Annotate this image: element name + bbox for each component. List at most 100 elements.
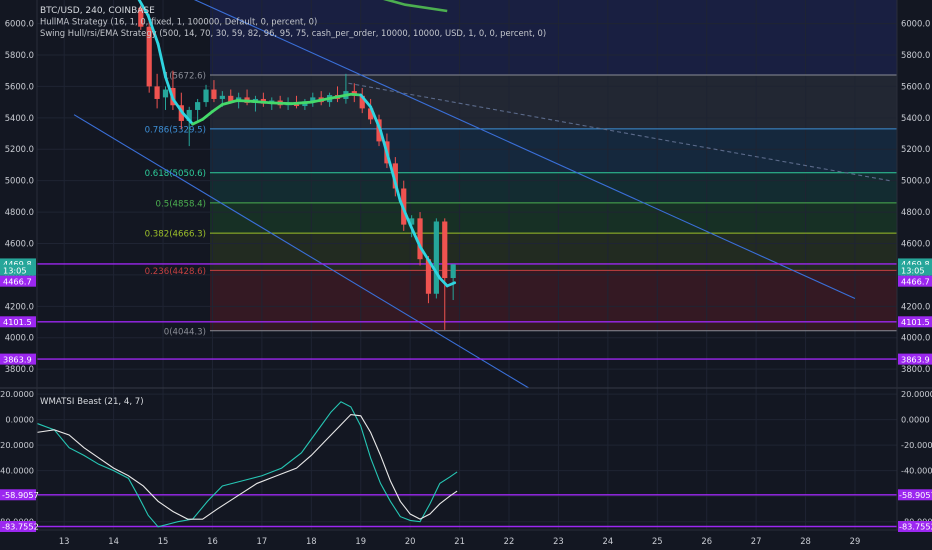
right-axis-tick: 5400.0 xyxy=(901,113,930,123)
candle-body xyxy=(392,163,398,189)
candle-body xyxy=(433,221,439,294)
right-axis-tick: 3800.0 xyxy=(901,364,930,374)
indicator-label-swing-hull: Swing Hull/rsi/EMA Strategy (500, 14, 70… xyxy=(40,28,546,38)
hull-ma-segment xyxy=(309,96,333,104)
price-badge-bg xyxy=(898,258,932,270)
left-axis-tick: 5200.0 xyxy=(5,144,34,154)
hull-ma-segment xyxy=(329,92,353,100)
price-badge-bg xyxy=(0,353,36,365)
candle-body xyxy=(211,89,217,99)
right-axis-tick: 5200.0 xyxy=(901,144,930,154)
price-badge-label: 13:05 xyxy=(901,265,925,275)
candle-body xyxy=(450,264,456,279)
oscillator-levels xyxy=(37,494,897,528)
time-axis-tick: 22 xyxy=(504,536,515,546)
fib-label: 0(4044.3) xyxy=(164,327,206,337)
price-badge-bg xyxy=(898,316,932,328)
hull-ma-segment xyxy=(235,99,254,103)
candle-body xyxy=(368,108,374,120)
left-axis-tick: 5000.0 xyxy=(5,176,34,186)
price-badge-bg xyxy=(0,275,36,287)
oscillator-series xyxy=(36,401,458,528)
osc-left-tick: 0.0000 xyxy=(5,415,34,425)
hull-ma-segment xyxy=(220,99,239,106)
hull-ma-segment xyxy=(438,276,449,288)
candle-body xyxy=(442,221,448,279)
osc-level-badge-label: -58.9057 xyxy=(2,490,39,500)
hull-ma-segment xyxy=(191,117,204,126)
hull-ma-segment xyxy=(181,111,195,126)
channel-line xyxy=(73,114,530,389)
hull-ma-segment xyxy=(290,100,313,106)
price-badge-bg xyxy=(0,258,36,270)
left-axis-tick: 3800.0 xyxy=(5,364,34,374)
hull-ma-segment xyxy=(146,14,160,46)
fib-levels: 1(5672.6) 0.786(5329.5) 0.618(5050.6) 0.5(4… xyxy=(145,71,897,337)
hull-ma-segment xyxy=(398,199,412,227)
time-axis-tick: 26 xyxy=(701,536,712,546)
candle-body xyxy=(154,86,160,99)
candle-body xyxy=(219,95,225,99)
candle-body xyxy=(146,26,152,87)
fib-band-top xyxy=(209,0,897,75)
price-badge-label: 4466.7 xyxy=(3,276,32,286)
hull-ma-segment xyxy=(156,42,167,79)
fib-band xyxy=(209,270,897,331)
time-axis-tick: 27 xyxy=(751,536,762,546)
time-axis-tick: 21 xyxy=(454,536,465,546)
fib-bands xyxy=(209,0,897,331)
osc-level-badge-label: -83.7552 xyxy=(899,522,932,532)
left-axis-tick: 5600.0 xyxy=(5,81,34,91)
osc-right-tick: -20.0000 xyxy=(901,440,932,450)
time-axis-tick: 28 xyxy=(800,536,811,546)
osc-left-tick: 20.0000 xyxy=(0,389,34,399)
oscillator-title: WMATSI Beast (21, 4, 7) xyxy=(40,397,144,407)
time-axis[interactable]: 13 14 15 16 17 18 19 20 21 22 23 24 25 26 27 28 29 xyxy=(59,536,860,546)
channel-line xyxy=(193,0,856,299)
osc-level-badge-bg xyxy=(898,520,932,532)
osc-level-badge-label: -58.9057 xyxy=(899,490,932,500)
hull-ma-segment xyxy=(369,105,382,132)
fib-label: 0.5(4858.4) xyxy=(156,199,206,209)
time-axis-tick: 18 xyxy=(306,536,317,546)
candle-body xyxy=(417,218,423,260)
fib-label: 0.618(5050.6) xyxy=(145,169,206,179)
price-badge-label: 4469.8 xyxy=(3,259,32,269)
candle-body xyxy=(425,259,432,294)
time-axis-tick: 19 xyxy=(355,536,366,546)
left-axis-tick: 5800.0 xyxy=(5,50,34,60)
time-axis-tick: 17 xyxy=(257,536,268,546)
left-axis-tick: 4800.0 xyxy=(5,207,34,217)
indicator-label-hullma: HullMA Strategy (16, 1, 0, fixed, 1, 100… xyxy=(40,17,317,27)
price-badge-label: 4469.8 xyxy=(901,259,930,269)
hull-ma-segment xyxy=(408,223,422,249)
left-axis-tick: 4000.0 xyxy=(5,333,34,343)
price-badge-bg xyxy=(0,316,36,328)
candle-body xyxy=(203,89,209,103)
price-badge-label: 4466.7 xyxy=(901,276,930,286)
left-axis-tick: 5400.0 xyxy=(5,113,34,123)
hull-ma-segment xyxy=(201,110,214,121)
grid-lines xyxy=(37,0,897,530)
time-axis-tick: 20 xyxy=(405,536,416,546)
fib-label: 0.786(5329.5) xyxy=(145,125,206,135)
candle-body xyxy=(310,97,316,102)
left-axis-tick: 4600.0 xyxy=(5,238,34,248)
osc-level-badge-bg xyxy=(0,520,36,532)
right-axis-tick: 6000.0 xyxy=(901,19,930,29)
fib-label: 1(5672.6) xyxy=(164,71,206,81)
price-badges: 4469.8 4469.8 4101.5 4101.5 3863.9 3863.9 13:0… xyxy=(0,258,932,532)
osc-right-tick: 0.0000 xyxy=(901,415,930,425)
hull-ma-segment xyxy=(445,281,457,288)
candle-body xyxy=(409,218,415,225)
time-axis-tick: 16 xyxy=(207,536,218,546)
horizontal-levels xyxy=(37,263,897,360)
right-axis-tick: 4800.0 xyxy=(901,207,930,217)
left-axis-tick: 4200.0 xyxy=(5,301,34,311)
osc-level-badge-label: -83.7552 xyxy=(2,522,39,532)
candle-body xyxy=(138,7,144,27)
hull-ma-segment xyxy=(349,92,363,97)
hull-ma-segment xyxy=(137,0,150,18)
time-axis-tick: 14 xyxy=(108,536,119,546)
